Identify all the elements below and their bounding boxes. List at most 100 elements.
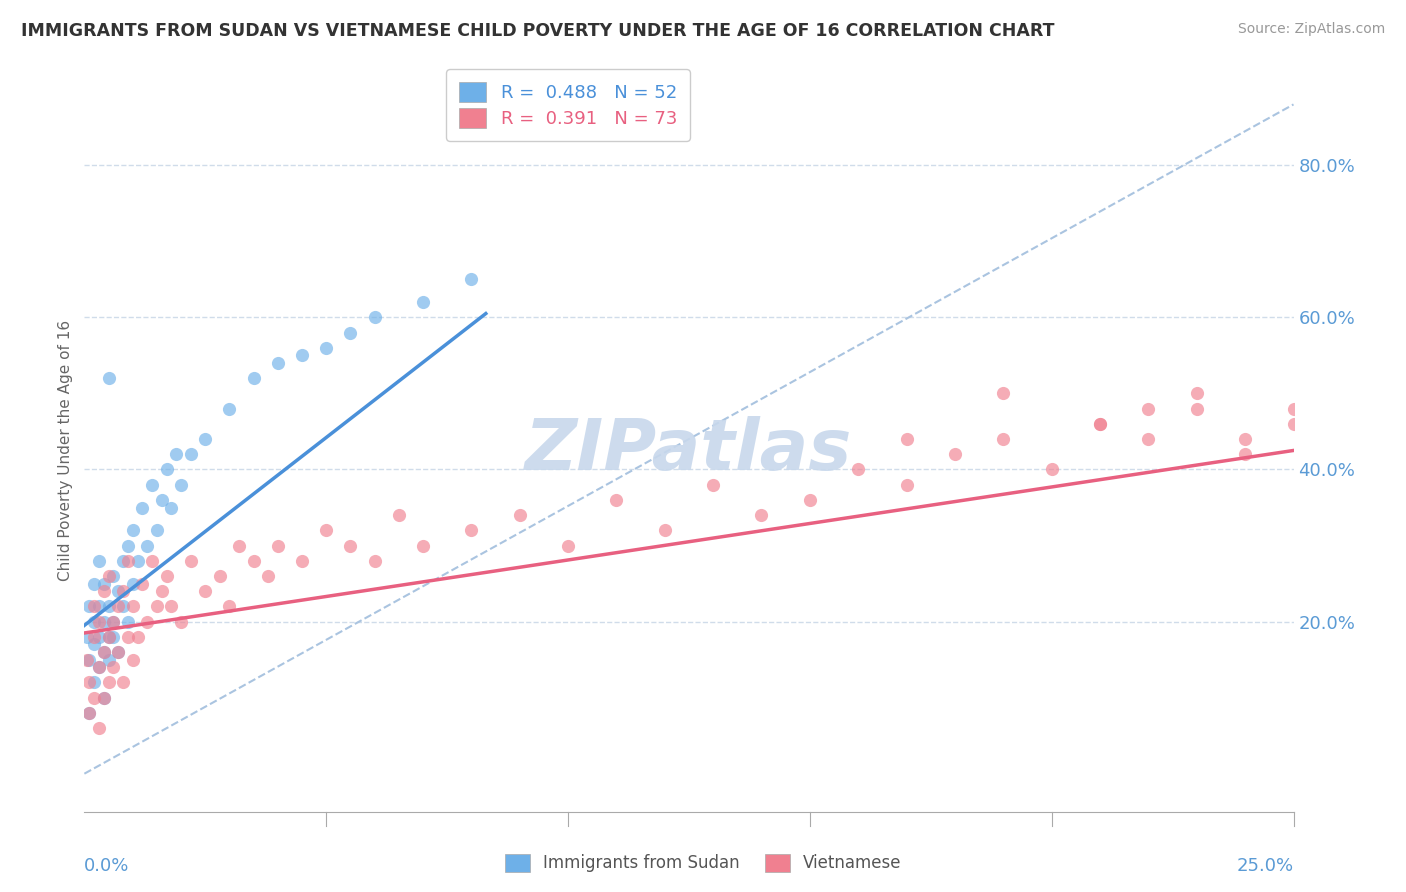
Point: [654, 524, 676, 538]
Point: [799, 492, 821, 507]
Point: [267, 356, 290, 370]
Point: [107, 584, 129, 599]
Point: [412, 539, 434, 553]
Point: [291, 554, 314, 568]
Point: [702, 477, 724, 491]
Point: [87, 615, 110, 629]
Point: [103, 660, 125, 674]
Point: [112, 554, 135, 568]
Point: [509, 508, 531, 522]
Point: [131, 500, 153, 515]
Point: [77, 652, 100, 666]
Point: [112, 675, 135, 690]
Point: [136, 615, 159, 629]
Point: [87, 721, 110, 735]
Point: [97, 371, 120, 385]
Point: [93, 584, 115, 599]
Point: [315, 524, 337, 538]
Point: [77, 706, 100, 720]
Point: [257, 569, 280, 583]
Point: [97, 675, 120, 690]
Point: [412, 295, 434, 310]
Point: [218, 599, 240, 614]
Point: [993, 432, 1015, 446]
Point: [194, 584, 217, 599]
Point: [107, 645, 129, 659]
Point: [208, 569, 231, 583]
Point: [180, 447, 202, 461]
Point: [141, 554, 163, 568]
Point: [107, 645, 129, 659]
Point: [1088, 417, 1111, 431]
Point: [103, 615, 125, 629]
Point: [117, 630, 139, 644]
Point: [363, 554, 385, 568]
Point: [83, 576, 105, 591]
Point: [751, 508, 773, 522]
Point: [141, 477, 163, 491]
Point: [93, 615, 115, 629]
Point: [87, 630, 110, 644]
Point: [180, 554, 202, 568]
Point: [1282, 417, 1305, 431]
Point: [155, 569, 177, 583]
Point: [160, 500, 183, 515]
Point: [242, 371, 264, 385]
Point: [339, 539, 361, 553]
Point: [97, 652, 120, 666]
Point: [896, 477, 918, 491]
Text: Source: ZipAtlas.com: Source: ZipAtlas.com: [1237, 22, 1385, 37]
Point: [93, 690, 115, 705]
Point: [121, 652, 143, 666]
Point: [1185, 401, 1208, 416]
Point: [267, 539, 290, 553]
Point: [112, 599, 135, 614]
Point: [557, 539, 579, 553]
Point: [460, 524, 482, 538]
Point: [150, 584, 173, 599]
Point: [170, 477, 193, 491]
Point: [87, 660, 110, 674]
Text: IMMIGRANTS FROM SUDAN VS VIETNAMESE CHILD POVERTY UNDER THE AGE OF 16 CORRELATIO: IMMIGRANTS FROM SUDAN VS VIETNAMESE CHIL…: [21, 22, 1054, 40]
Point: [83, 599, 105, 614]
Point: [121, 599, 143, 614]
Point: [121, 576, 143, 591]
Legend: Immigrants from Sudan, Vietnamese: Immigrants from Sudan, Vietnamese: [498, 847, 908, 879]
Point: [605, 492, 627, 507]
Point: [1282, 401, 1305, 416]
Point: [136, 539, 159, 553]
Point: [194, 432, 217, 446]
Point: [97, 569, 120, 583]
Point: [165, 447, 187, 461]
Point: [93, 645, 115, 659]
Point: [388, 508, 411, 522]
Point: [77, 599, 100, 614]
Point: [77, 706, 100, 720]
Point: [83, 630, 105, 644]
Point: [103, 569, 125, 583]
Point: [228, 539, 250, 553]
Point: [160, 599, 183, 614]
Point: [117, 554, 139, 568]
Point: [112, 584, 135, 599]
Point: [77, 675, 100, 690]
Point: [896, 432, 918, 446]
Text: 25.0%: 25.0%: [1236, 857, 1294, 875]
Point: [97, 599, 120, 614]
Point: [218, 401, 240, 416]
Text: 0.0%: 0.0%: [84, 857, 129, 875]
Point: [76, 652, 98, 666]
Point: [1185, 386, 1208, 401]
Point: [93, 645, 115, 659]
Point: [155, 462, 177, 476]
Point: [1137, 401, 1160, 416]
Point: [146, 599, 169, 614]
Point: [146, 524, 169, 538]
Point: [1137, 432, 1160, 446]
Point: [121, 524, 143, 538]
Point: [170, 615, 193, 629]
Point: [315, 341, 337, 355]
Point: [1234, 432, 1257, 446]
Text: ZIPatlas: ZIPatlas: [526, 416, 852, 485]
Point: [127, 630, 149, 644]
